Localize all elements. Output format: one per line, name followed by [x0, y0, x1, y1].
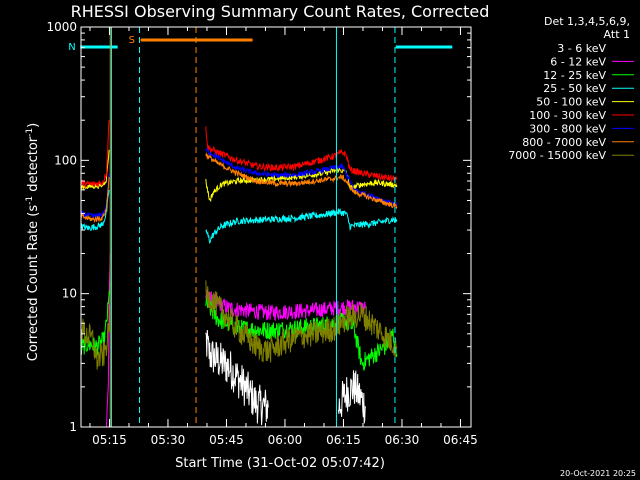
series-line-7-seg-0 — [81, 176, 110, 224]
legend-label-7: 800 - 7000 keV — [522, 136, 606, 149]
x-axis-label: Start Time (31-Oct-02 05:07:42) — [175, 456, 385, 471]
y-axis-label: Corrected Count Rate (s-1 detector-1) — [25, 123, 41, 361]
plot-area — [81, 120, 398, 427]
flag-label-1: N — [68, 42, 75, 53]
series-line-4-seg-1 — [205, 166, 398, 203]
series-line-3-seg-0 — [81, 189, 110, 231]
plot-frame — [80, 26, 472, 428]
series-line-5-seg-0 — [81, 120, 110, 189]
series-line-8-seg-0 — [81, 305, 111, 370]
x-tick-label: 05:30 — [151, 433, 186, 447]
series-line-1-seg-0 — [105, 253, 111, 427]
y-tick-label: 1000 — [46, 20, 77, 34]
y-tick-label: 1 — [69, 420, 77, 434]
series-line-3-seg-1 — [205, 207, 398, 244]
y-axis-label-sup2: -1 — [25, 128, 35, 137]
axes: 1 10 100 1000 05:15 05:30 05:45 06:00 06:15 06:30… — [46, 20, 477, 447]
y-axis-label-sup1: -1 — [25, 196, 35, 205]
flag-bar-1 — [80, 45, 118, 49]
legend-label-2: 12 - 25 keV — [543, 69, 606, 82]
x-tick-label: 06:30 — [385, 433, 420, 447]
y-axis-label-mid: detector — [26, 136, 41, 196]
legend-header-line1: Det 1,3,4,5,6,9, — [544, 15, 630, 28]
x-tick-label: 06:45 — [443, 433, 478, 447]
flag-bar-0 — [140, 38, 253, 42]
x-tick-label: 05:45 — [209, 433, 244, 447]
flag-bars: SN — [68, 35, 453, 53]
legend-label-0: 3 - 6 keV — [557, 42, 606, 55]
flag-bar-2 — [395, 45, 453, 49]
flag-label-0: S — [129, 35, 135, 46]
footer-date: 20-Oct-2021 20:25 — [560, 469, 636, 478]
legend-label-1: 6 - 12 keV — [550, 55, 606, 68]
x-tick-label: 06:00 — [268, 433, 303, 447]
legend-label-4: 50 - 100 keV — [536, 96, 606, 109]
y-tick-label: 100 — [54, 153, 77, 167]
legend-label-6: 300 - 800 keV — [529, 122, 606, 135]
legend-label-3: 25 - 50 keV — [543, 82, 606, 95]
chart-title: RHESSI Observing Summary Count Rates, Co… — [71, 2, 490, 21]
x-tick-label: 05:15 — [92, 433, 127, 447]
series-line-8-seg-1 — [205, 280, 398, 363]
series-line-5-seg-1 — [205, 126, 397, 182]
y-axis-label-end: ) — [26, 123, 41, 128]
series-line-2-seg-1 — [205, 295, 398, 371]
series-line-0-seg-2 — [337, 370, 367, 424]
x-tick-label: 06:15 — [326, 433, 361, 447]
y-axis-label-main: Corrected Count Rate (s — [26, 205, 41, 362]
legend-label-5: 100 - 300 keV — [529, 109, 606, 122]
series-line-0-seg-1 — [205, 329, 269, 426]
legend-label-8: 7000 - 15000 keV — [508, 149, 606, 162]
legend-header-line2: Att 1 — [604, 28, 630, 41]
series-line-7-seg-1 — [205, 152, 398, 209]
y-tick-label: 10 — [62, 287, 77, 301]
